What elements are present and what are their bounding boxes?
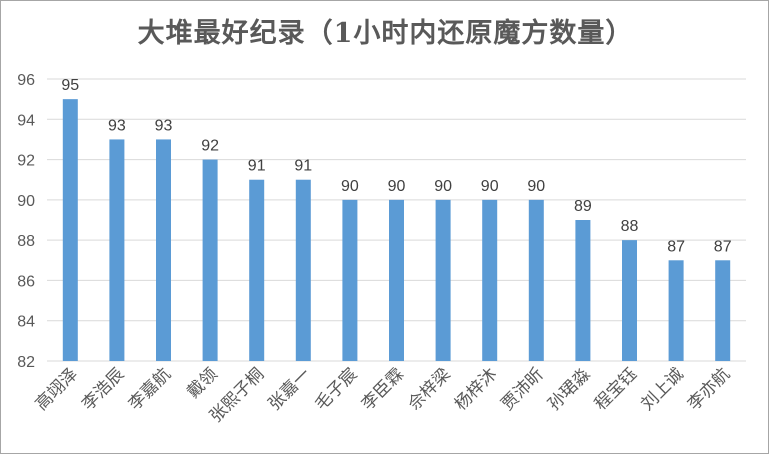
data-label: 87 bbox=[714, 238, 732, 255]
x-tick-label: 刘上诚 bbox=[637, 364, 687, 414]
x-tick-label: 李臣霖 bbox=[358, 364, 408, 414]
bar bbox=[482, 199, 498, 361]
bar bbox=[715, 260, 731, 361]
data-label: 95 bbox=[61, 77, 79, 94]
data-label: 93 bbox=[108, 117, 126, 134]
bar bbox=[156, 139, 171, 361]
bar bbox=[62, 99, 78, 362]
y-tick-label: 90 bbox=[17, 193, 35, 210]
y-tick-label: 96 bbox=[17, 72, 35, 89]
y-tick-label: 88 bbox=[17, 233, 35, 250]
data-labels: 95 93 93 92 91 91 90 90 90 90 90 89 88 87 87 bbox=[61, 77, 731, 255]
data-label: 89 bbox=[574, 198, 592, 215]
data-label: 90 bbox=[434, 178, 452, 195]
y-tick-label: 84 bbox=[17, 314, 35, 331]
x-tick-label: 李嘉航 bbox=[125, 364, 175, 414]
bar bbox=[435, 199, 451, 361]
x-tick-label: 高翊泽 bbox=[32, 364, 82, 414]
bar bbox=[528, 199, 544, 361]
x-tick-label: 程宝钰 bbox=[591, 364, 641, 414]
x-tick-label: 毛子宸 bbox=[311, 364, 361, 414]
y-axis-ticks: 82 84 86 88 90 92 94 96 bbox=[17, 72, 35, 371]
x-tick-label: 佘梓梁 bbox=[404, 364, 454, 414]
x-tick-label: 杨梓沐 bbox=[451, 364, 501, 414]
y-tick-label: 86 bbox=[17, 273, 35, 290]
data-label: 91 bbox=[294, 158, 312, 175]
y-tick-label: 94 bbox=[17, 112, 35, 129]
bar bbox=[389, 199, 404, 361]
x-tick-label: 李浩辰 bbox=[78, 364, 128, 414]
data-label: 90 bbox=[481, 178, 499, 195]
bar bbox=[202, 159, 218, 361]
bar bbox=[295, 179, 311, 361]
x-tick-label: 李亦航 bbox=[684, 364, 734, 414]
bar bbox=[575, 220, 591, 361]
data-label: 91 bbox=[248, 158, 266, 175]
x-tick-label: 孙珺淼 bbox=[544, 364, 594, 414]
data-label: 92 bbox=[201, 138, 219, 155]
data-label: 90 bbox=[388, 178, 406, 195]
bar bbox=[109, 139, 125, 361]
bar bbox=[342, 199, 358, 361]
bars bbox=[62, 99, 731, 362]
data-label: 90 bbox=[527, 178, 545, 195]
y-tick-label: 82 bbox=[17, 354, 35, 371]
chart-title: 大堆最好纪录（1小时内还原魔方数量） bbox=[137, 18, 634, 49]
data-label: 93 bbox=[155, 117, 173, 134]
bar bbox=[668, 260, 684, 361]
data-label: 87 bbox=[667, 238, 685, 255]
bar bbox=[249, 179, 265, 361]
x-tick-label: 贾沛昕 bbox=[498, 364, 548, 414]
data-label: 90 bbox=[341, 178, 359, 195]
data-label: 88 bbox=[621, 218, 639, 235]
bar bbox=[622, 240, 637, 361]
x-tick-label: 张嘉一 bbox=[265, 364, 315, 414]
x-tick-label: 戴领 bbox=[183, 364, 221, 402]
y-tick-label: 92 bbox=[17, 153, 35, 170]
